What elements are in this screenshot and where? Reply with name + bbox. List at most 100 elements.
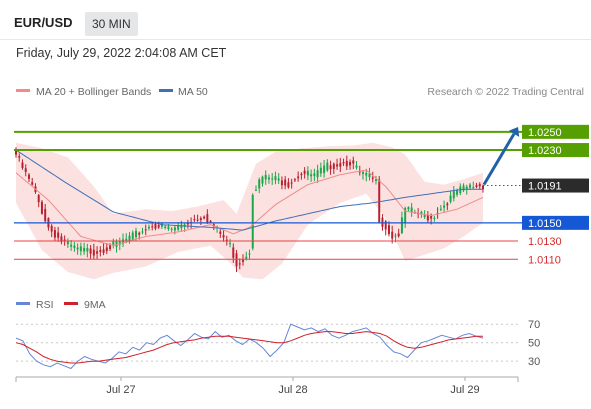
candle <box>352 160 355 164</box>
candle <box>387 225 390 235</box>
level-box-1.0250 <box>522 124 589 139</box>
candle <box>384 221 387 230</box>
candle <box>89 248 92 254</box>
candle <box>83 247 86 252</box>
candle <box>99 249 102 252</box>
candle <box>222 235 225 238</box>
candle <box>27 174 30 179</box>
candle <box>70 244 73 247</box>
candle <box>40 201 43 214</box>
candle <box>53 230 56 238</box>
candle <box>472 187 475 189</box>
candle <box>371 177 374 179</box>
candle <box>287 182 290 188</box>
candle <box>264 174 267 180</box>
forecast-arrowhead <box>508 126 520 137</box>
candle <box>261 176 264 184</box>
candle <box>177 225 180 230</box>
rsi-series-9MA <box>15 331 483 364</box>
candle <box>128 235 131 241</box>
candle <box>63 239 66 242</box>
candle <box>469 184 472 188</box>
candle <box>407 207 410 210</box>
candle <box>355 165 358 168</box>
instrument-title: EUR/USD <box>14 15 73 30</box>
candle <box>446 203 449 206</box>
level-label-1.0130: 1.0130 <box>528 236 562 248</box>
candle <box>339 163 342 167</box>
candle <box>92 249 95 256</box>
level-label-1.0230: 1.0230 <box>528 145 562 157</box>
level-label-1.0191: 1.0191 <box>528 181 562 193</box>
candle <box>319 167 322 174</box>
candle <box>79 246 82 252</box>
candle <box>349 162 352 166</box>
candle <box>329 165 332 170</box>
candle <box>109 245 112 250</box>
timeframe-badge[interactable]: 30 MIN <box>85 12 138 36</box>
candle <box>60 236 63 242</box>
candle <box>186 223 189 225</box>
candle <box>196 219 199 221</box>
candle <box>73 245 76 249</box>
ma50-line <box>15 149 483 231</box>
candle <box>316 170 319 178</box>
candle <box>203 216 206 219</box>
ma20-legend-swatch <box>16 89 30 92</box>
candle <box>362 171 365 174</box>
candle <box>482 185 484 190</box>
candle <box>267 177 270 180</box>
candle <box>277 178 280 181</box>
candle <box>206 214 209 223</box>
candle <box>157 225 160 228</box>
rsi-legend-label: RSI <box>36 299 54 311</box>
rsi-tick-50: 50 <box>528 338 540 350</box>
candle <box>151 226 154 228</box>
candle <box>462 185 465 191</box>
level-box-1.0230 <box>522 143 589 158</box>
candle <box>229 243 232 245</box>
ma50-legend-label: MA 50 <box>178 86 208 98</box>
level-label-1.0150: 1.0150 <box>528 218 562 230</box>
candle <box>303 170 306 174</box>
candle <box>131 232 134 240</box>
candle <box>144 229 147 231</box>
candle <box>310 174 313 177</box>
candle <box>57 232 60 238</box>
candle <box>326 162 329 171</box>
candle <box>141 231 144 233</box>
candle <box>439 208 442 210</box>
candle <box>134 230 137 238</box>
candle <box>345 160 348 167</box>
level-box-1.0191 <box>522 178 589 193</box>
candle <box>420 211 423 215</box>
candle <box>50 225 53 232</box>
candle <box>443 205 446 208</box>
candle <box>423 214 426 218</box>
candle <box>199 218 202 221</box>
candle <box>21 162 24 169</box>
candle <box>430 215 433 219</box>
ma20-legend-label: MA 20 + Bollinger Bands <box>36 86 151 98</box>
candle <box>342 162 345 164</box>
price-levels: 1.0250 1.0230 1.0191 1.0150 1.0130 1.0110 <box>14 124 589 266</box>
candle <box>394 235 397 237</box>
candle <box>332 163 335 169</box>
candle <box>138 232 141 235</box>
rsi-plot: 70 50 30 <box>15 319 540 370</box>
candle <box>284 179 287 186</box>
candle <box>280 180 283 186</box>
candle <box>24 168 27 173</box>
candle <box>193 219 196 221</box>
candle <box>391 231 394 239</box>
candle <box>86 248 89 252</box>
rsi-tick-70: 70 <box>528 319 540 331</box>
candle <box>426 214 429 221</box>
candle <box>374 179 377 181</box>
candle <box>465 186 468 190</box>
candle <box>44 208 47 222</box>
candle <box>254 189 257 191</box>
candle <box>96 251 99 254</box>
level-box-1.0150 <box>522 215 589 230</box>
